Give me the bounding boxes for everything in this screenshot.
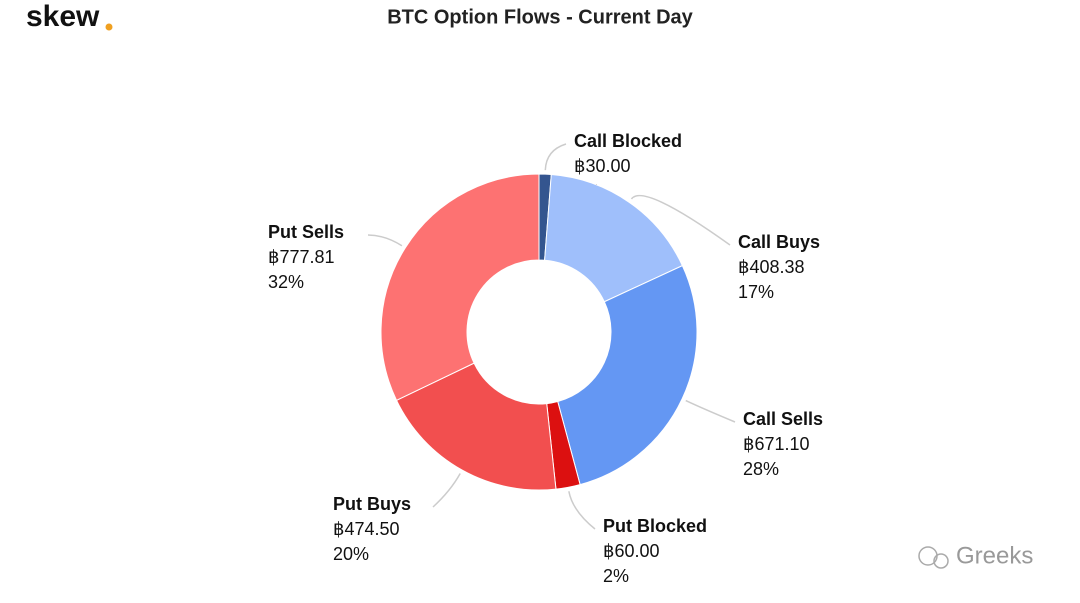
value-label: ฿60.00 [603,541,660,561]
slice-name: Call Sells [743,409,823,429]
connector-line [367,234,403,247]
slice-name: Put Buys [333,494,411,514]
percentage-label: 32% [268,272,304,292]
value-label: ฿30.00 [574,156,631,176]
value-label: ฿474.50 [333,519,400,539]
watermark-text: Greeks [956,542,1033,569]
percentage-label: 20% [333,544,369,564]
percentage-label: 28% [743,459,779,479]
chart-title: BTC Option Flows - Current Day [387,6,693,28]
logo-dot [105,23,113,31]
percentage-label: 2% [603,566,629,586]
logo: skew [26,0,100,33]
slice-name: Call Blocked [574,131,682,151]
connector-line [432,473,461,508]
slice-name: Call Buys [738,232,820,252]
donut-slice [557,264,698,486]
connector-line [630,194,731,246]
connector-line [685,399,736,423]
watermark-icon [933,553,949,569]
value-label: ฿408.38 [738,257,805,277]
value-label: ฿777.81 [268,247,335,267]
watermark: Greeks [918,542,1033,569]
slice-name: Put Sells [268,222,344,242]
slice-name: Put Blocked [603,516,707,536]
connector-line [568,491,596,530]
percentage-label: 17% [738,282,774,302]
donut-slice [544,173,684,303]
donut-slice [395,362,557,491]
value-label: ฿671.10 [743,434,810,454]
connector-line [544,143,567,171]
donut-slice [380,173,540,401]
